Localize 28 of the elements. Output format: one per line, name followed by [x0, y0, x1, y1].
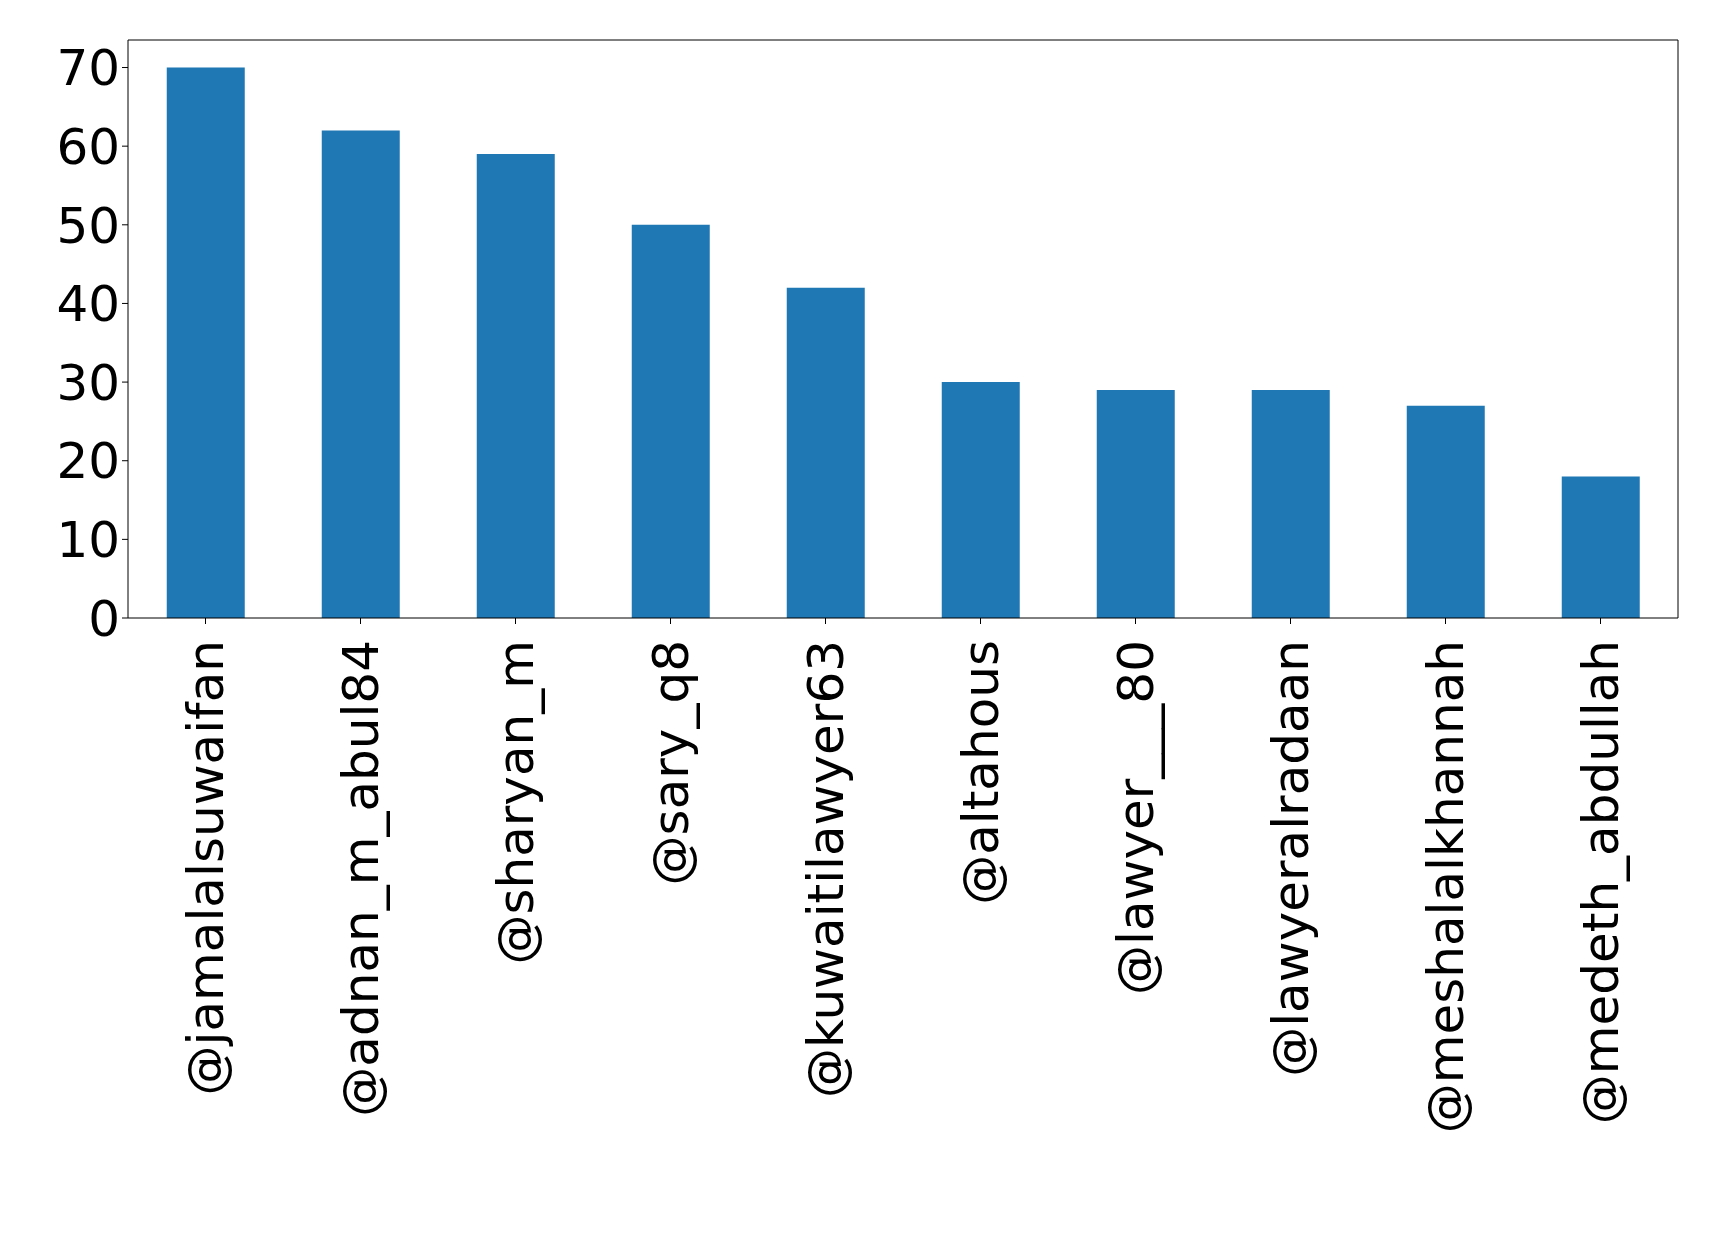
y-tick-label: 40	[56, 275, 120, 334]
y-tick-label: 70	[56, 39, 120, 98]
y-tick-label: 20	[56, 432, 120, 491]
y-tick-label: 60	[56, 117, 120, 176]
y-tick-label: 0	[88, 589, 120, 648]
bar	[1561, 476, 1640, 618]
bar	[631, 224, 710, 618]
x-tick-label: @sharyan_m	[486, 640, 545, 965]
x-tick-label: @kuwaitilawyer63	[796, 640, 855, 1098]
x-tick-label: @lawyer___80	[1106, 640, 1165, 995]
bar	[941, 382, 1020, 618]
x-tick-label: @sary_q8	[641, 640, 700, 886]
bar	[166, 67, 245, 618]
bar	[1096, 389, 1175, 618]
y-tick-label: 10	[56, 511, 120, 570]
x-tick-label: @altahous	[951, 640, 1010, 905]
bar	[786, 287, 865, 618]
y-tick-label: 50	[56, 196, 120, 255]
x-tick-label: @adnan_m_abul84	[331, 640, 390, 1117]
x-tick-label: @lawyeralradaan	[1261, 640, 1320, 1077]
bar	[476, 154, 555, 618]
bar	[1406, 405, 1485, 618]
x-tick-label: @jamalalsuwaifan	[176, 640, 235, 1096]
x-tick-label: @medeth_abdullah	[1571, 640, 1630, 1125]
bar	[321, 130, 400, 618]
x-tick-label: @meshalalkhannah	[1416, 640, 1475, 1134]
bar	[1251, 389, 1330, 618]
y-tick-label: 30	[56, 353, 120, 412]
